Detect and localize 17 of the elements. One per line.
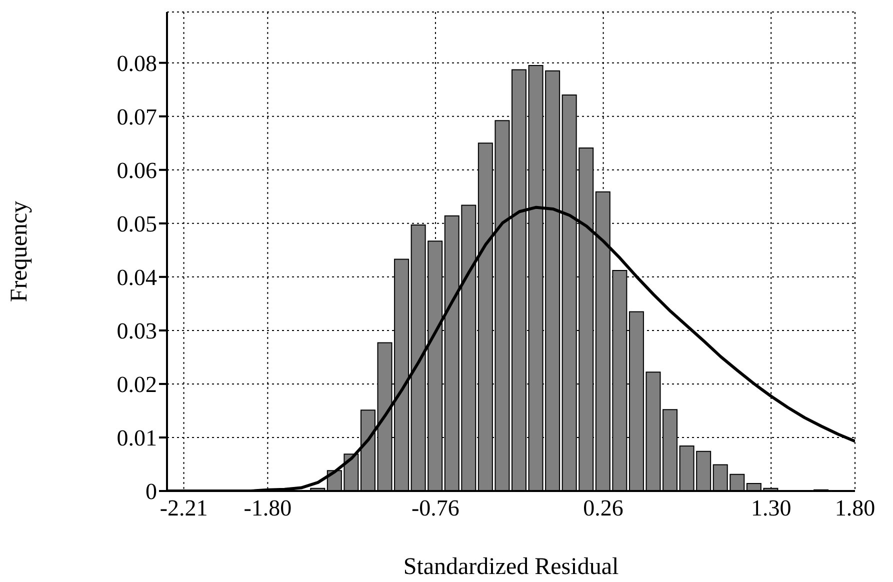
y-tick-label: 0.06 [116,158,157,184]
y-tick-label: 0.08 [116,51,157,76]
y-tick-label: 0.07 [116,104,157,130]
y-tick-label: 0.04 [116,265,158,290]
y-tick-label: 0.05 [116,212,157,237]
y-tick-label: 0.01 [116,426,157,451]
y-tick-label: 0 [146,479,157,504]
y-tick-label: 0.03 [116,318,157,344]
y-tick-label: 0.02 [116,372,157,398]
x-tick-label: -2.21 [160,495,208,520]
x-axis-title: Standardized Residual [403,554,619,580]
x-tick-label: 0.26 [583,495,624,520]
x-tick-label: 1.30 [750,495,792,520]
x-tick-label: -0.76 [412,495,460,520]
x-tick-label: -1.80 [244,495,292,520]
y-axis-title: Frequency [6,200,33,302]
x-tick-label: 1.80 [834,495,876,520]
